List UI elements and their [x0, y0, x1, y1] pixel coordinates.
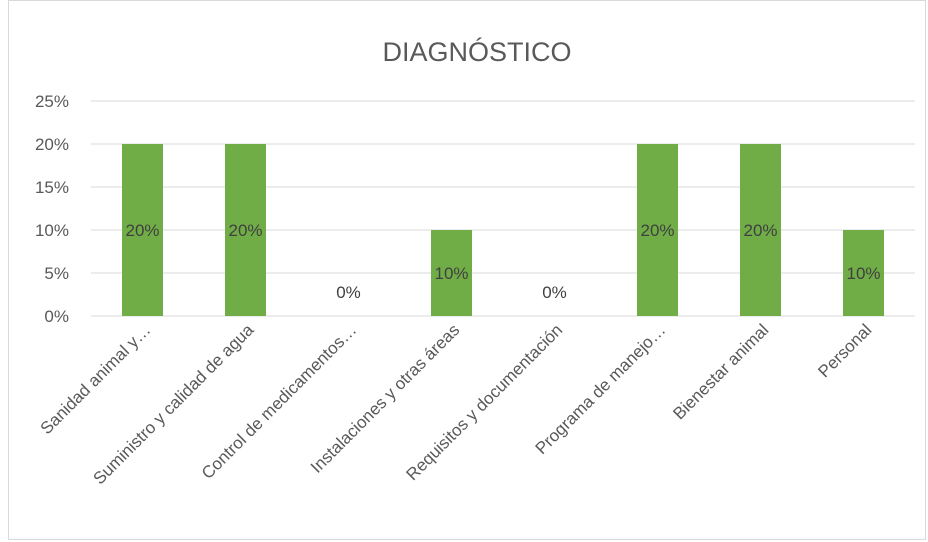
bar — [122, 144, 163, 316]
y-tick-label: 10% — [35, 221, 69, 240]
x-category-label: Bienestar animal — [669, 320, 772, 423]
data-label: 20% — [228, 221, 262, 240]
gridlines — [91, 100, 915, 317]
chart-frame: DIAGNÓSTICO 0% 5% 10% 15% 20% 25% 20% 20% 0% 10%… — [8, 0, 926, 540]
bars — [122, 144, 884, 316]
x-axis-category-labels: Sanidad animal y…Suministro y calidad de… — [37, 320, 876, 488]
y-tick-label: 20% — [35, 135, 69, 154]
bar — [843, 230, 884, 316]
data-label: 10% — [434, 264, 468, 283]
bar — [225, 144, 266, 316]
bar — [740, 144, 781, 316]
data-label: 20% — [125, 221, 159, 240]
y-tick-label: 25% — [35, 92, 69, 111]
y-tick-label: 15% — [35, 178, 69, 197]
data-label: 0% — [336, 283, 361, 302]
y-tick-label: 5% — [44, 264, 69, 283]
data-label: 20% — [640, 221, 674, 240]
x-category-label: Sanidad animal y… — [37, 320, 155, 438]
bar-chart: DIAGNÓSTICO 0% 5% 10% 15% 20% 25% 20% 20% 0% 10%… — [35, 36, 915, 488]
bar — [431, 230, 472, 316]
chart-title: DIAGNÓSTICO — [382, 36, 571, 67]
data-label: 0% — [542, 283, 567, 302]
y-tick-label: 0% — [44, 307, 69, 326]
data-label: 20% — [743, 221, 777, 240]
data-labels: 20% 20% 0% 10% 0% 20% 20% 10% — [125, 221, 880, 302]
y-axis-tick-labels: 0% 5% 10% 15% 20% 25% — [35, 92, 69, 326]
bar — [637, 144, 678, 316]
data-label: 10% — [846, 264, 880, 283]
x-category-label: Personal — [814, 320, 875, 381]
